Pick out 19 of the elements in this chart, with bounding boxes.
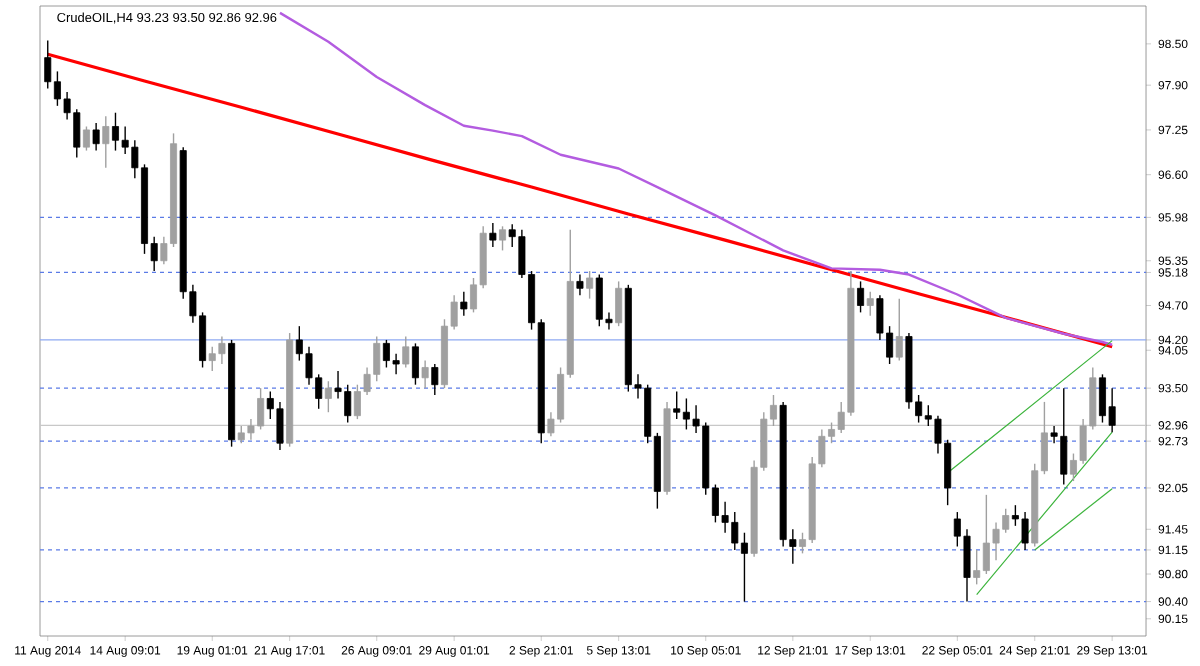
candlestick: [615, 280, 623, 327]
line-series: [278, 11, 1114, 346]
candlestick: [92, 122, 100, 152]
candlestick: [857, 280, 865, 314]
candlestick: [402, 335, 410, 369]
candlestick: [866, 291, 874, 317]
candlestick: [499, 225, 507, 252]
candlestick: [102, 115, 110, 169]
candlestick: [586, 270, 594, 300]
candlestick: [576, 273, 584, 296]
candlestick: [895, 297, 903, 362]
candlestick: [421, 359, 429, 389]
candlestick: [489, 222, 497, 248]
candlestick: [411, 342, 419, 386]
line-series: [46, 52, 1114, 349]
candlestick: [431, 363, 439, 396]
candlestick: [82, 125, 90, 152]
candlestick: [324, 380, 332, 413]
candlestick: [460, 291, 468, 317]
